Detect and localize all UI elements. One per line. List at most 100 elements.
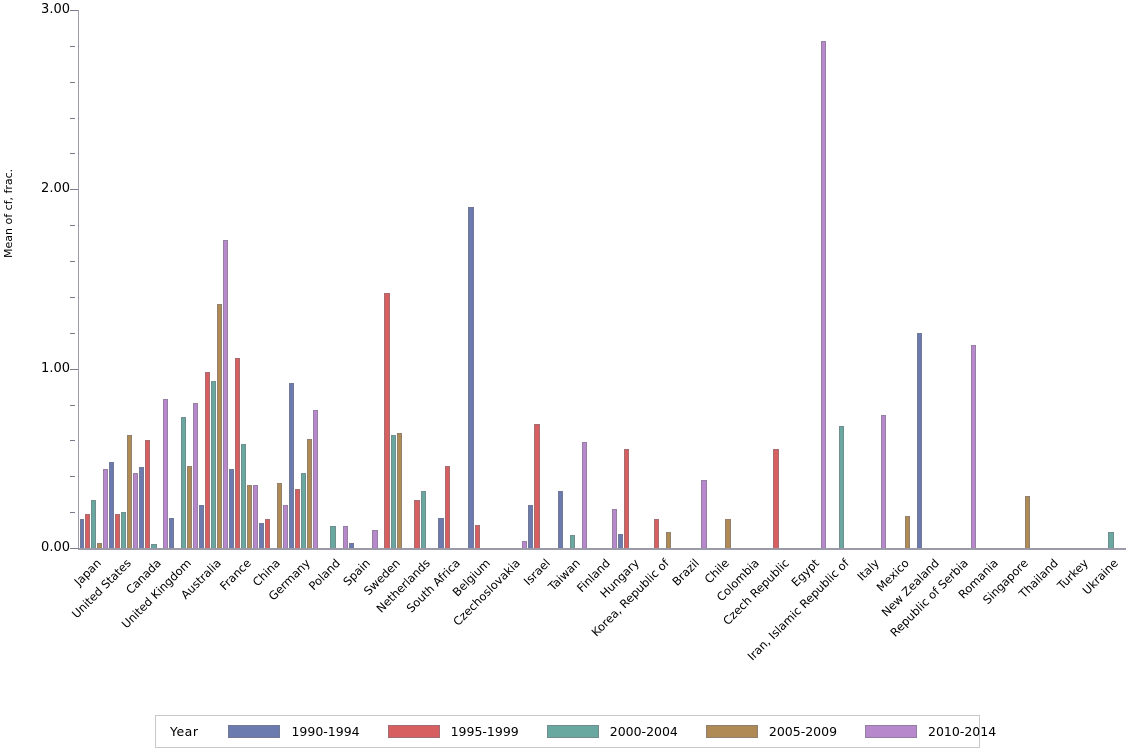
bar[interactable] bbox=[199, 504, 205, 548]
bar[interactable] bbox=[193, 402, 199, 548]
bar[interactable] bbox=[581, 442, 588, 548]
bar[interactable] bbox=[1108, 531, 1114, 548]
x-axis-tick-labels: Japan United States Canada United Kingdom Au… bbox=[0, 552, 1134, 702]
bar[interactable] bbox=[880, 415, 887, 548]
bar-group bbox=[348, 10, 378, 548]
bar-group bbox=[737, 10, 767, 548]
bar[interactable] bbox=[265, 519, 271, 548]
y-axis-minor-ticks bbox=[70, 0, 75, 560]
y-axis-title-text: Mean of cf, frac. bbox=[2, 168, 15, 258]
bar[interactable] bbox=[414, 499, 420, 548]
y-minor-tick bbox=[70, 153, 75, 155]
bar[interactable] bbox=[521, 540, 528, 548]
bar[interactable] bbox=[103, 469, 109, 548]
bar-group bbox=[617, 10, 647, 548]
bar-group bbox=[707, 10, 737, 548]
y-major-tick bbox=[70, 189, 78, 191]
bar[interactable] bbox=[276, 483, 282, 548]
bar[interactable] bbox=[474, 524, 480, 548]
bar[interactable] bbox=[127, 435, 133, 548]
bar-group bbox=[947, 10, 977, 548]
bar[interactable] bbox=[241, 444, 247, 548]
legend-item[interactable]: 2010-2014 bbox=[865, 724, 996, 739]
bar[interactable] bbox=[1024, 496, 1030, 548]
y-tick-label: 2.00 bbox=[41, 181, 70, 197]
bar[interactable] bbox=[187, 465, 193, 548]
bar[interactable] bbox=[235, 357, 241, 548]
y-minor-tick bbox=[70, 440, 75, 442]
legend-item[interactable]: 2005-2009 bbox=[705, 724, 837, 739]
bar[interactable] bbox=[438, 517, 444, 548]
bar[interactable] bbox=[217, 304, 223, 548]
bar[interactable] bbox=[917, 332, 923, 548]
bar-group bbox=[917, 10, 947, 548]
bar[interactable] bbox=[91, 499, 97, 548]
bar[interactable] bbox=[528, 504, 534, 548]
bar[interactable] bbox=[617, 533, 624, 548]
bar[interactable] bbox=[253, 485, 258, 548]
bar[interactable] bbox=[839, 426, 845, 548]
bar[interactable] bbox=[282, 504, 288, 548]
bar[interactable] bbox=[223, 239, 229, 548]
bar[interactable] bbox=[169, 517, 175, 548]
bar[interactable] bbox=[904, 515, 911, 548]
bar[interactable] bbox=[85, 513, 91, 548]
bar[interactable] bbox=[300, 472, 306, 548]
bar[interactable] bbox=[294, 488, 300, 548]
legend-item[interactable]: 2000-2004 bbox=[546, 724, 678, 739]
legend-item[interactable]: 1990-1994 bbox=[228, 724, 360, 739]
bar[interactable] bbox=[342, 526, 348, 548]
bar[interactable] bbox=[288, 383, 294, 548]
bar[interactable] bbox=[611, 508, 617, 548]
bar[interactable] bbox=[133, 472, 139, 548]
bar[interactable] bbox=[151, 544, 157, 548]
bar-group bbox=[887, 10, 917, 548]
bar[interactable] bbox=[312, 409, 318, 548]
bar-group bbox=[229, 10, 259, 548]
bar[interactable] bbox=[821, 40, 827, 548]
bar[interactable] bbox=[139, 467, 145, 548]
bar[interactable] bbox=[665, 531, 671, 548]
bar[interactable] bbox=[205, 372, 211, 548]
bar[interactable] bbox=[558, 490, 564, 548]
legend-item[interactable]: 1995-1999 bbox=[387, 724, 519, 739]
bar[interactable] bbox=[773, 449, 779, 548]
legend-label: 1995-1999 bbox=[450, 724, 519, 739]
bar[interactable] bbox=[444, 465, 450, 548]
bar[interactable] bbox=[384, 293, 390, 548]
bar[interactable] bbox=[372, 530, 378, 548]
bar-group bbox=[378, 10, 408, 548]
bar[interactable] bbox=[211, 381, 217, 548]
bar[interactable] bbox=[330, 526, 336, 548]
bar[interactable] bbox=[534, 424, 540, 548]
bar[interactable] bbox=[420, 490, 426, 548]
bar[interactable] bbox=[468, 207, 474, 548]
bar[interactable] bbox=[306, 438, 312, 548]
legend-swatch bbox=[228, 725, 281, 738]
bar[interactable] bbox=[570, 535, 576, 548]
bar[interactable] bbox=[653, 519, 659, 548]
bar[interactable] bbox=[247, 485, 252, 548]
bar[interactable] bbox=[390, 435, 396, 548]
bar[interactable] bbox=[79, 519, 85, 548]
bar[interactable] bbox=[180, 417, 186, 548]
bar[interactable] bbox=[163, 399, 169, 548]
bar[interactable] bbox=[109, 461, 115, 548]
bar[interactable] bbox=[624, 449, 630, 548]
bar[interactable] bbox=[121, 512, 127, 548]
bar[interactable] bbox=[145, 440, 151, 548]
bar[interactable] bbox=[701, 479, 707, 548]
bar[interactable] bbox=[258, 522, 265, 548]
bar[interactable] bbox=[725, 519, 731, 548]
y-major-tick bbox=[70, 368, 78, 370]
bar[interactable] bbox=[348, 542, 354, 548]
bar-group bbox=[438, 10, 468, 548]
legend-label: 2010-2014 bbox=[928, 724, 997, 739]
bar[interactable] bbox=[396, 433, 402, 548]
bar[interactable] bbox=[97, 542, 103, 548]
bar[interactable] bbox=[115, 513, 121, 548]
bar[interactable] bbox=[970, 345, 976, 548]
bar[interactable] bbox=[229, 469, 235, 548]
y-minor-tick bbox=[70, 225, 75, 227]
y-axis-title: Mean of cf, frac. bbox=[2, 118, 15, 258]
